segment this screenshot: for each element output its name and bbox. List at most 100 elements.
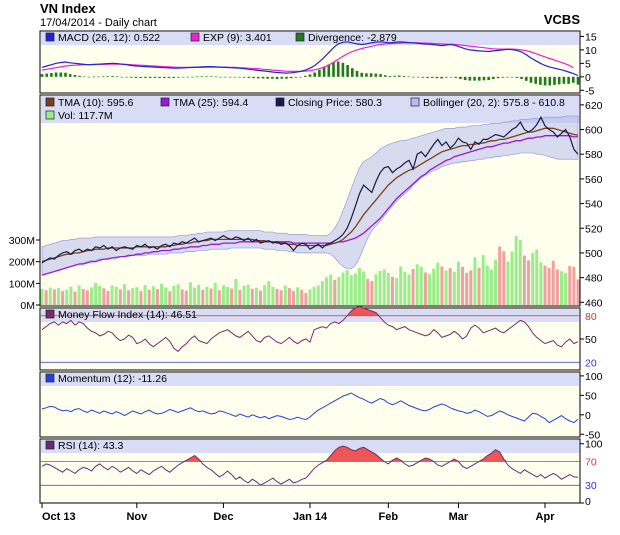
divergence-bar [482,76,486,81]
volume-bar [184,290,188,305]
x-axis-label: Nov [126,511,148,523]
closing-price-legend-label: Closing Price: 580.3 [288,97,382,109]
momentum-legend-label-swatch [45,373,55,383]
tma10-line [41,127,579,263]
divergence-bar [120,76,124,78]
volume-bar [337,276,341,305]
mfi-y-label: 80 [585,311,597,323]
price-y-label: 460 [585,297,603,309]
tma25-line [41,135,579,276]
rsi-y-label: 30 [585,480,597,492]
divergence-bar [144,76,147,78]
divergence-bar [393,75,396,77]
mfi-legend-label: Money Flow Index (14): 46.51 [58,309,197,321]
divergence-bar [177,76,180,78]
divergence-bar [111,76,114,77]
volume-bar [423,272,427,305]
rsi-y-label: 100 [585,439,603,451]
volume-bar [576,279,580,305]
volume-bar [85,290,89,305]
divergence-bar [139,76,143,78]
divergence-legend-label-swatch [295,32,305,42]
volume-bar [564,272,568,305]
exp-legend-label-swatch [190,32,200,42]
volume-bar [444,270,448,305]
volume-bar [122,284,126,305]
divergence-bar [78,75,81,77]
volume-y-label: 200M [9,257,35,269]
divergence-bar [252,76,255,79]
divergence-bar [73,74,77,77]
volume-bar [510,251,514,305]
volume-bar [180,289,184,305]
divergence-bar [459,76,462,79]
divergence-bar [130,76,133,78]
divergence-bar [167,76,171,78]
volume-bar [370,281,374,305]
divergence-bar [228,76,232,78]
divergence-bar [454,76,458,78]
divergence-bar [520,76,523,79]
volume-bar [164,287,168,305]
volume-bar [506,261,510,305]
volume-bar [168,291,172,305]
tma25-legend-label: TMA (25): 594.4 [173,97,248,109]
volume-bar [456,261,460,305]
volume-bar [428,274,432,305]
divergence-bar [524,76,528,81]
divergence-bar [449,76,453,78]
volume-bar [357,268,361,305]
momentum-y-label: 100 [585,371,603,383]
divergence-bar [153,76,157,78]
divergence-bar [238,76,241,78]
divergence-bar [134,76,138,78]
bollinger-band [41,115,579,276]
price-y-label: 620 [585,100,603,112]
macd-y-label: 5 [585,58,591,70]
volume-bar [477,267,481,305]
volume-bar [102,288,106,305]
divergence-bar [487,76,490,81]
divergence-bar [158,76,161,78]
mfi-y-label: 50 [585,334,597,346]
x-axis-label: Jan 14 [293,511,328,523]
volume-bar [259,290,263,305]
volume-bar [89,287,93,305]
volume-bar [436,262,440,305]
tma10-legend-label: TMA (10): 595.6 [58,97,133,109]
price-y-label: 560 [585,174,603,186]
divergence-bar [445,76,448,78]
divergence-bar [195,76,199,78]
momentum-y-label: 50 [585,390,597,402]
divergence-bar [567,76,570,84]
volume-bar [221,285,225,305]
volume-bar [56,288,60,305]
divergence-bar [412,76,415,78]
volume-bar [254,287,258,305]
divergence-bar [186,76,190,78]
divergence-bar [468,76,472,81]
volume-bar [234,279,238,305]
volume-bar [374,274,378,305]
divergence-bar [64,72,67,77]
divergence-bar [501,76,505,78]
volume-bar [535,249,539,305]
volume-bar [110,285,114,305]
divergence-bar [510,76,514,78]
divergence-bar [45,73,49,77]
volume-bar [452,271,456,305]
volume-bar [308,289,312,305]
volume-bar [250,288,254,305]
mfi-y-label: 20 [585,357,597,369]
volume-bar [543,265,547,305]
divergence-bar [148,76,152,78]
divergence-bar [40,74,44,77]
volume-bar [349,275,353,305]
volume-bar [147,289,151,305]
divergence-bar [322,67,326,77]
volume-bar [287,288,291,305]
volume-bar [378,270,382,305]
volume-bar [382,269,386,305]
momentum-y-label: -50 [585,429,600,441]
